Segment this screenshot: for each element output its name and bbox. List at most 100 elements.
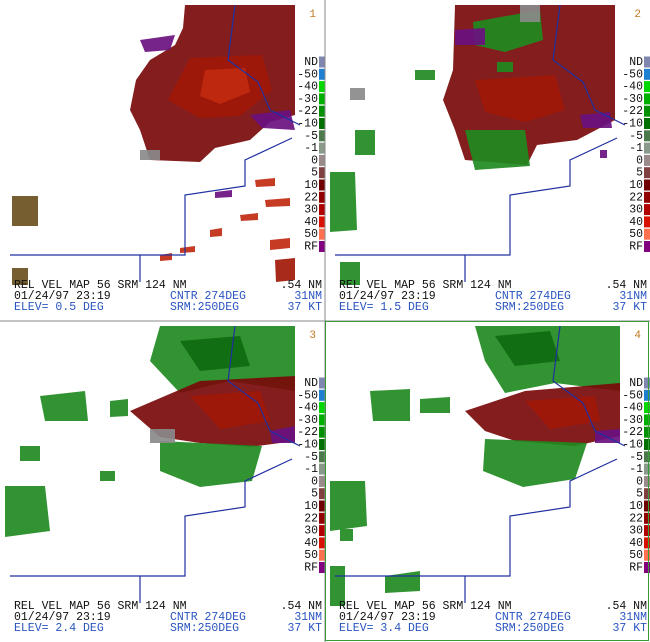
legend-swatch — [319, 142, 325, 154]
legend-swatch — [644, 228, 650, 240]
legend-label: 30 — [304, 525, 318, 538]
legend-swatch — [644, 241, 650, 252]
footer-text: CNTR 274DEG — [495, 290, 571, 303]
legend-label: RF — [629, 562, 643, 575]
echo-region — [420, 397, 450, 413]
echo-region — [12, 196, 38, 226]
footer-text: REL VEL MAP 56 SRM 124 NM — [339, 279, 512, 292]
footer-text: 37 KT — [287, 622, 322, 635]
legend-label: 0 — [311, 154, 318, 167]
legend-label: RF — [629, 241, 643, 254]
legend-label: -5 — [629, 130, 643, 143]
legend-label: 10 — [304, 500, 318, 513]
echo-region — [40, 391, 88, 421]
footer-text: .54 NM — [606, 279, 648, 292]
legend-label: 0 — [311, 475, 318, 488]
legend-swatch — [644, 377, 650, 389]
legend-swatch — [644, 179, 650, 191]
echo-region — [110, 399, 128, 417]
legend-swatch — [319, 439, 325, 450]
footer-text: SRM:250DEG — [495, 622, 564, 635]
echo-region — [520, 5, 540, 22]
legend-label: 40 — [304, 216, 318, 229]
echo-region — [370, 389, 410, 421]
legend-swatch — [644, 426, 650, 438]
legend-label: -30 — [297, 414, 318, 427]
legend-label: ND — [304, 56, 318, 69]
legend-swatch — [319, 426, 325, 438]
footer-text: CNTR 274DEG — [495, 611, 571, 624]
echo-region — [340, 262, 360, 285]
footer-text: CNTR 274DEG — [170, 290, 246, 303]
legend-swatch — [319, 500, 325, 512]
echo-region — [215, 190, 232, 198]
legend-swatch — [319, 389, 325, 401]
legend-swatch — [644, 500, 650, 512]
echo-region — [250, 110, 295, 130]
legend-swatch — [319, 414, 325, 426]
echo-region — [330, 481, 367, 531]
legend-swatch — [644, 488, 650, 500]
legend-swatch — [319, 154, 325, 166]
legend-swatch — [644, 475, 650, 487]
legend-label: 40 — [629, 216, 643, 229]
legend-swatch — [644, 525, 650, 537]
legend-label: 0 — [636, 154, 643, 167]
legend-swatch — [644, 118, 650, 129]
legend-swatch — [319, 402, 325, 414]
legend-swatch — [319, 488, 325, 500]
legend-label: 50 — [629, 228, 643, 241]
legend-swatch — [644, 537, 650, 549]
legend-label: RF — [304, 562, 318, 575]
echo-region — [180, 246, 195, 253]
map-boundary — [10, 4, 301, 282]
legend-label: -10 — [297, 118, 318, 131]
legend-swatch — [644, 414, 650, 426]
echo-region — [495, 331, 560, 366]
footer-text: 37 KT — [287, 301, 322, 314]
legend-swatch — [319, 179, 325, 191]
footer-text: 31NM — [619, 290, 647, 303]
legend-label: -22 — [297, 105, 318, 118]
legend-swatch — [644, 167, 650, 179]
legend-swatch — [644, 93, 650, 105]
legend-swatch — [644, 191, 650, 203]
legend-swatch — [644, 81, 650, 93]
legend-label: -50 — [622, 389, 643, 402]
legend-swatch — [319, 68, 325, 80]
legend-swatch — [644, 105, 650, 117]
echo-region — [330, 172, 357, 232]
echo-region — [475, 75, 565, 122]
radar-panel: 4ND-50-40-30-22-10-5-1051022304050RFREL … — [330, 325, 650, 635]
footer-text: 01/24/97 23:19 — [14, 290, 111, 303]
legend-label: 50 — [304, 228, 318, 241]
legend-label: -30 — [622, 93, 643, 106]
echo-region — [140, 35, 175, 52]
legend-label: -1 — [304, 463, 318, 476]
echo-region — [5, 486, 50, 537]
map-boundary — [335, 4, 626, 282]
echo-region — [255, 178, 275, 187]
legend-label: 5 — [636, 488, 643, 501]
legend-label: -5 — [304, 130, 318, 143]
legend-label: ND — [629, 56, 643, 69]
legend-label: 22 — [304, 191, 318, 204]
echo-region — [20, 446, 40, 461]
echo-region — [210, 228, 222, 237]
footer-text: 01/24/97 23:19 — [339, 611, 436, 624]
legend-swatch — [319, 93, 325, 105]
legend-label: -5 — [304, 451, 318, 464]
legend-label: -22 — [622, 426, 643, 439]
legend-swatch — [644, 56, 650, 68]
footer-text: REL VEL MAP 56 SRM 124 NM — [14, 600, 187, 613]
footer-text: ELEV= 3.4 DEG — [339, 622, 429, 635]
legend-label: 10 — [629, 500, 643, 513]
echo-region — [350, 88, 365, 100]
legend-swatch — [644, 68, 650, 80]
legend-swatch — [644, 216, 650, 228]
legend-swatch — [644, 402, 650, 414]
legend-swatch — [319, 130, 325, 142]
legend-label: -10 — [297, 439, 318, 452]
footer-text: 37 KT — [612, 622, 647, 635]
echo-region — [160, 441, 262, 487]
